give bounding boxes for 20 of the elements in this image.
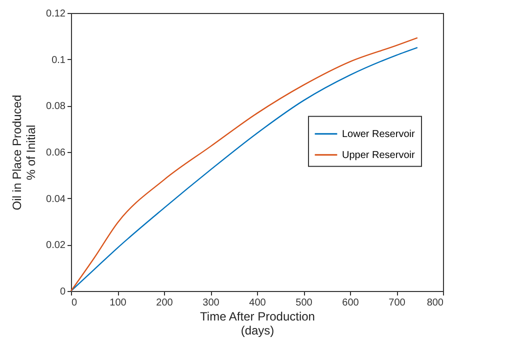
x-tick-label: 600 bbox=[342, 298, 360, 308]
y-tick-label: 0.12 bbox=[46, 8, 66, 20]
x-tick-label: 100 bbox=[110, 298, 127, 308]
x-tick-label: 800 bbox=[426, 298, 444, 308]
y-tick-label: 0.1 bbox=[52, 54, 66, 66]
y-tick-label: 0.06 bbox=[46, 148, 66, 158]
x-axis-title: Time After Production (days) bbox=[200, 310, 315, 338]
y-tick-label: 0.04 bbox=[46, 194, 66, 205]
y-axis-title: Oil in Place Produced % of Initial bbox=[10, 94, 38, 210]
x-tick-label: 300 bbox=[202, 298, 220, 308]
legend-label: Upper Reservoir bbox=[342, 150, 416, 161]
x-tick-label: 200 bbox=[156, 298, 174, 308]
y-tick-label: 0.02 bbox=[46, 240, 66, 252]
x-tick-label: 0 bbox=[72, 298, 78, 308]
y-tick-label: 0 bbox=[60, 286, 66, 298]
x-tick-label: 500 bbox=[296, 298, 313, 308]
y-tick-label: 0.08 bbox=[46, 101, 66, 112]
legend-label: Lower Reservoir bbox=[342, 128, 416, 140]
x-tick-label: 400 bbox=[249, 298, 266, 308]
x-tick-label: 700 bbox=[388, 298, 406, 308]
